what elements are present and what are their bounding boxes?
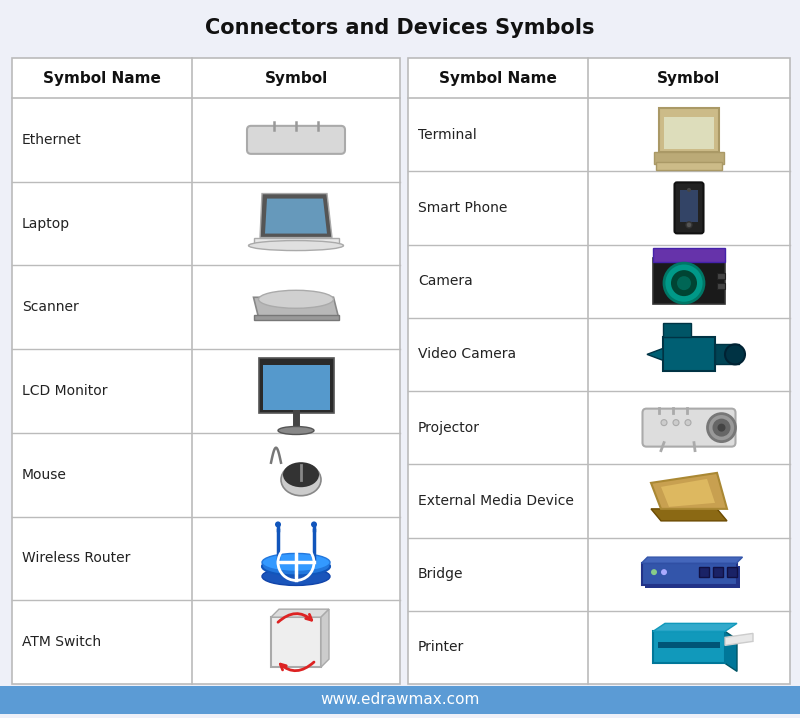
Polygon shape: [254, 297, 338, 317]
Bar: [654, 151, 724, 164]
Text: Symbol: Symbol: [264, 70, 328, 85]
Polygon shape: [651, 473, 727, 509]
Circle shape: [661, 419, 667, 426]
Text: Terminal: Terminal: [418, 128, 477, 141]
Text: External Media Device: External Media Device: [418, 494, 574, 508]
Circle shape: [687, 188, 691, 192]
Polygon shape: [653, 623, 737, 631]
Ellipse shape: [278, 426, 314, 434]
Polygon shape: [661, 479, 715, 507]
Bar: [642, 563, 737, 585]
Circle shape: [671, 270, 697, 296]
Text: Symbol Name: Symbol Name: [43, 70, 161, 85]
Ellipse shape: [262, 567, 330, 585]
Circle shape: [311, 521, 317, 528]
Text: www.edrawmax.com: www.edrawmax.com: [320, 692, 480, 707]
Bar: [715, 345, 739, 364]
Bar: [680, 190, 698, 222]
Bar: [12, 58, 400, 684]
Bar: [258, 358, 334, 414]
Polygon shape: [265, 199, 327, 233]
Bar: [254, 238, 338, 246]
Polygon shape: [725, 631, 737, 671]
Text: Symbol: Symbol: [658, 70, 721, 85]
Polygon shape: [260, 194, 332, 238]
FancyBboxPatch shape: [674, 182, 703, 233]
Text: Connectors and Devices Symbols: Connectors and Devices Symbols: [206, 18, 594, 38]
Ellipse shape: [262, 554, 330, 572]
Text: Wireless Router: Wireless Router: [22, 551, 130, 566]
Bar: [727, 567, 737, 577]
Polygon shape: [651, 509, 727, 521]
Circle shape: [664, 263, 704, 303]
Bar: [653, 258, 725, 304]
Bar: [408, 58, 790, 684]
Polygon shape: [642, 557, 742, 563]
Circle shape: [661, 569, 667, 575]
Bar: [659, 108, 719, 151]
Bar: [645, 566, 739, 588]
Polygon shape: [271, 609, 329, 617]
Text: ATM Switch: ATM Switch: [22, 635, 101, 649]
Circle shape: [718, 424, 726, 432]
Ellipse shape: [283, 462, 319, 488]
Circle shape: [685, 419, 691, 426]
Bar: [653, 631, 725, 663]
Circle shape: [713, 419, 730, 437]
Bar: [663, 337, 715, 371]
Text: Symbol Name: Symbol Name: [439, 70, 557, 85]
Text: Bridge: Bridge: [418, 567, 463, 581]
Text: Camera: Camera: [418, 274, 473, 288]
Text: Mouse: Mouse: [22, 467, 67, 482]
Bar: [0, 686, 800, 714]
Text: LCD Monitor: LCD Monitor: [22, 384, 107, 398]
FancyBboxPatch shape: [642, 409, 735, 447]
Circle shape: [275, 521, 281, 528]
Polygon shape: [321, 609, 329, 667]
FancyBboxPatch shape: [247, 126, 345, 154]
Bar: [653, 248, 725, 262]
Polygon shape: [647, 348, 663, 360]
Bar: [656, 162, 722, 169]
Ellipse shape: [258, 290, 334, 308]
Ellipse shape: [262, 557, 330, 575]
Circle shape: [677, 276, 691, 290]
Bar: [713, 567, 723, 577]
Circle shape: [673, 419, 679, 426]
Bar: [658, 643, 720, 648]
Bar: [664, 116, 714, 149]
Bar: [663, 323, 691, 337]
Bar: [262, 365, 330, 411]
Text: Laptop: Laptop: [22, 217, 70, 230]
Bar: [717, 273, 725, 279]
Bar: [0, 714, 800, 718]
Circle shape: [707, 414, 735, 442]
Circle shape: [725, 345, 745, 364]
Text: Video Camera: Video Camera: [418, 348, 516, 361]
Text: Projector: Projector: [418, 421, 480, 434]
Text: Ethernet: Ethernet: [22, 133, 82, 147]
Circle shape: [651, 569, 657, 575]
Ellipse shape: [249, 241, 343, 251]
Text: Printer: Printer: [418, 640, 464, 654]
Bar: [699, 567, 709, 577]
Bar: [271, 617, 321, 667]
Bar: [717, 283, 725, 289]
Ellipse shape: [281, 464, 321, 495]
Polygon shape: [725, 633, 753, 645]
Text: Smart Phone: Smart Phone: [418, 201, 507, 215]
Text: Scanner: Scanner: [22, 300, 78, 314]
Bar: [254, 315, 338, 320]
Circle shape: [686, 222, 692, 228]
